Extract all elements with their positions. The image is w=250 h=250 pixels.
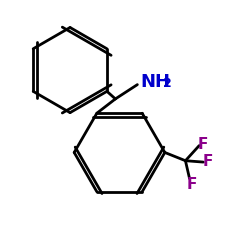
Text: F: F xyxy=(198,137,208,152)
Text: NH: NH xyxy=(140,72,170,90)
Text: F: F xyxy=(203,154,213,169)
Text: F: F xyxy=(187,177,197,192)
Text: 2: 2 xyxy=(163,77,172,90)
